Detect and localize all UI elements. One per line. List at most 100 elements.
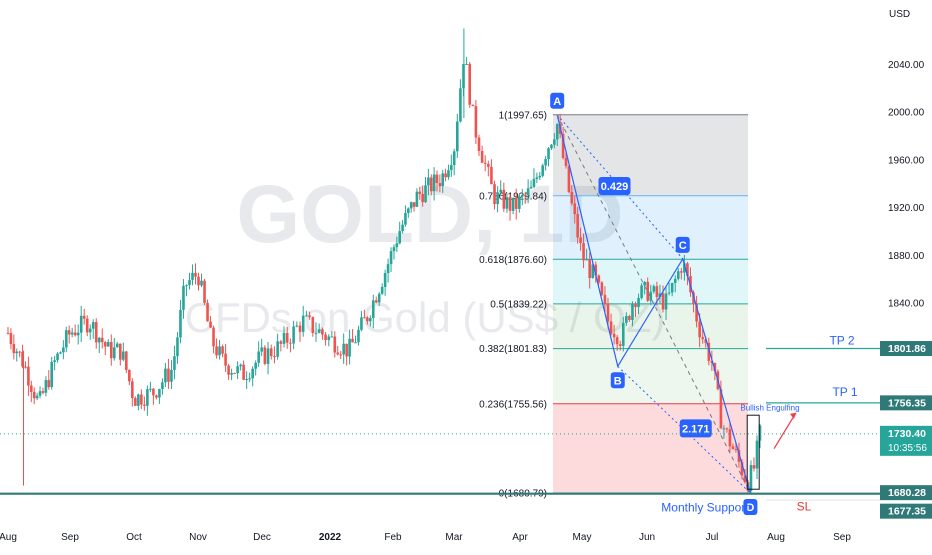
candle-body (493, 184, 496, 205)
candle-body (152, 388, 155, 396)
candle-body (161, 382, 164, 390)
price-badge-text-sl: 1677.35 (888, 506, 926, 518)
candle-body (50, 361, 54, 388)
candle-body (418, 191, 422, 194)
x-tick-label: Dec (253, 532, 271, 543)
candle-body (652, 286, 656, 292)
point-badge (675, 236, 690, 253)
candle-body (360, 317, 363, 330)
candle-body (710, 360, 714, 363)
candle-body (740, 461, 744, 476)
candle-body (155, 395, 158, 398)
x-tick-label: Apr (512, 532, 528, 543)
candle-body (276, 341, 279, 357)
candle-body (573, 203, 577, 215)
candle-body (683, 263, 686, 273)
candle-body (465, 63, 468, 65)
candle-body (582, 242, 585, 261)
candle-body (79, 315, 83, 333)
candle-body (115, 343, 119, 348)
candle-body (128, 369, 131, 382)
price-badge-text-tp1: 1756.35 (888, 397, 926, 409)
candle-body (508, 197, 512, 211)
candle-body (18, 351, 21, 353)
candle-body (273, 356, 276, 358)
candle-body (122, 351, 125, 360)
candle-body (342, 343, 345, 355)
candle-body (459, 88, 462, 122)
fib-label: 0.236(1755.56) (479, 399, 547, 410)
candle-body (109, 342, 113, 359)
candle-body (146, 389, 149, 406)
candle-body (345, 343, 348, 357)
x-tick-label: Sep (833, 532, 851, 543)
candle-body (371, 300, 375, 319)
candle-body (47, 380, 51, 388)
candle-body (298, 325, 302, 332)
candle-body (158, 389, 161, 398)
candle-body (279, 341, 283, 344)
candle-body (704, 339, 708, 343)
candle-body (357, 329, 360, 343)
ratio-label: 0.429 (601, 181, 629, 193)
candle-body (722, 428, 726, 430)
candle-body (269, 348, 273, 357)
tp2-label: TP 2 (829, 334, 854, 348)
candle-body (330, 336, 334, 338)
candle-body (502, 189, 506, 209)
candle-body (305, 315, 308, 317)
candle-body (82, 315, 86, 319)
candle-body (354, 342, 357, 344)
candle-body (206, 302, 209, 322)
candle-body (137, 394, 140, 406)
candle-body (257, 351, 260, 363)
candle-body (450, 165, 453, 171)
candle-body (179, 309, 182, 338)
candle-body (197, 276, 200, 286)
candle-body (474, 106, 478, 138)
fib-label: 0.5(1839.22) (490, 299, 547, 310)
point-badge (550, 92, 565, 109)
candle-body (603, 294, 607, 304)
x-tick-label: 2022 (319, 532, 342, 543)
candle-body (447, 170, 450, 178)
candle-body (664, 293, 668, 310)
fib-label: 0.618(1876.60) (479, 255, 547, 266)
candle-body (680, 271, 683, 273)
candle-body (149, 388, 152, 390)
candle-body (520, 194, 524, 197)
y-tick-label: 1880.00 (888, 251, 925, 262)
candle-body (53, 360, 56, 362)
candle-body (336, 352, 340, 355)
x-tick-label: Sep (61, 532, 79, 543)
monthly-support-label: Monthly Support (661, 501, 749, 515)
candle-body (670, 282, 674, 293)
point-label-a: A (553, 96, 561, 108)
point-label-c: C (679, 240, 687, 252)
candle-body (655, 286, 659, 297)
candle-body (421, 193, 424, 203)
fib-label: 0.786(1929.84) (479, 191, 547, 202)
candle-body (112, 347, 116, 359)
price-badge-text-tp2: 1801.86 (888, 343, 926, 355)
candle-body (73, 332, 77, 336)
harmonic-ad-dashed (556, 114, 751, 494)
candle-body (673, 278, 677, 283)
y-tick-label: 2040.00 (888, 60, 925, 71)
target-arrow (773, 412, 797, 449)
fib-zone (553, 195, 748, 260)
candle-body (435, 174, 439, 184)
candle-body (561, 133, 565, 158)
candle-body (567, 165, 571, 192)
candle-body (646, 281, 650, 301)
candle-body (377, 293, 381, 303)
candle-body (363, 317, 366, 319)
candle-body (176, 337, 179, 357)
point-badge (610, 372, 625, 389)
y-tick-label: 2000.00 (888, 108, 925, 119)
candle-body (100, 337, 104, 343)
candle-body (173, 356, 176, 370)
candle-body (409, 202, 413, 209)
candle-body (311, 317, 315, 333)
candle-body (661, 293, 665, 310)
